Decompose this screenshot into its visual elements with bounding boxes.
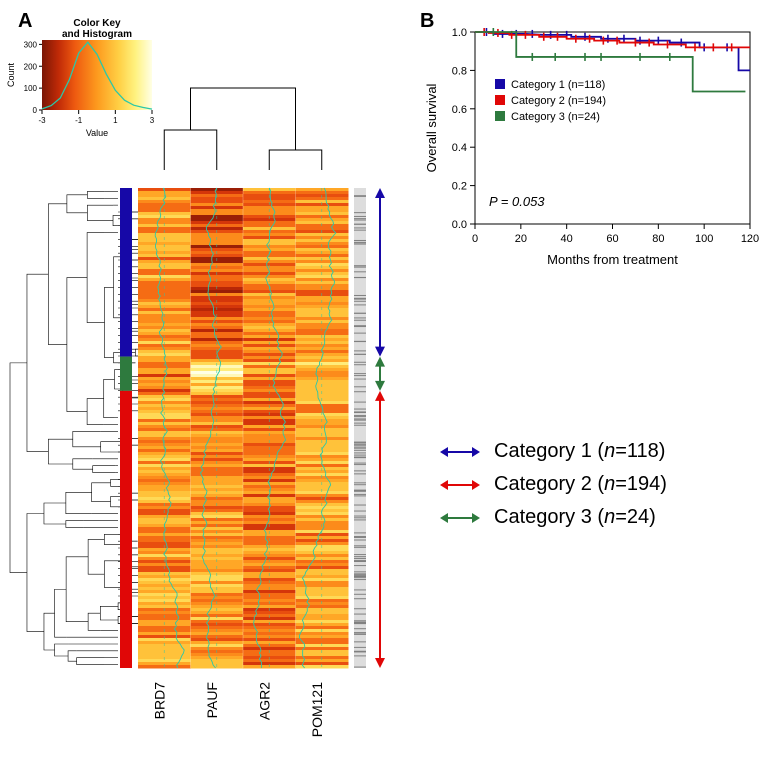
km-plot: 0 20 40 60 80 100 120 0.0 0.2 0.4 0.6 0.8 1.0 Months … bbox=[420, 20, 760, 270]
svg-text:120: 120 bbox=[741, 233, 759, 245]
svg-text:80: 80 bbox=[652, 233, 664, 245]
svg-text:300: 300 bbox=[24, 40, 38, 49]
panel-a: Color Keyand Histogram -3 -1 1 3 Value 0 100 200… bbox=[0, 0, 430, 740]
svg-text:60: 60 bbox=[606, 233, 618, 245]
svg-text:0: 0 bbox=[472, 233, 478, 245]
svg-text:Months from treatment: Months from treatment bbox=[547, 252, 678, 267]
svg-text:P = 0.053: P = 0.053 bbox=[489, 194, 545, 209]
legend-item: Category 3 (n=24) bbox=[440, 506, 667, 529]
svg-text:1.0: 1.0 bbox=[452, 27, 467, 39]
svg-text:0.0: 0.0 bbox=[452, 219, 467, 231]
svg-text:Color Key: Color Key bbox=[73, 18, 121, 29]
svg-text:1: 1 bbox=[113, 116, 118, 125]
svg-text:Value: Value bbox=[86, 128, 108, 138]
svg-text:Category 3 (n=24): Category 3 (n=24) bbox=[511, 111, 600, 123]
svg-text:PAUF: PAUF bbox=[204, 682, 220, 718]
svg-text:0: 0 bbox=[33, 106, 38, 115]
svg-text:-1: -1 bbox=[75, 116, 83, 125]
svg-text:100: 100 bbox=[695, 233, 713, 245]
svg-text:and Histogram: and Histogram bbox=[62, 29, 132, 40]
svg-text:Overall survival: Overall survival bbox=[424, 83, 439, 172]
double-arrow-icon bbox=[440, 476, 480, 494]
svg-text:40: 40 bbox=[561, 233, 573, 245]
svg-text:BRD7: BRD7 bbox=[151, 682, 167, 720]
svg-text:0.6: 0.6 bbox=[452, 104, 467, 116]
legend-label: Category 3 (n=24) bbox=[494, 506, 656, 529]
legend-item: Category 1 (n=118) bbox=[440, 440, 667, 463]
svg-text:Category 1 (n=118): Category 1 (n=118) bbox=[511, 79, 605, 91]
legend-label: Category 1 (n=118) bbox=[494, 440, 665, 463]
svg-text:0.2: 0.2 bbox=[452, 181, 467, 193]
svg-text:AGR2: AGR2 bbox=[256, 682, 272, 720]
svg-text:100: 100 bbox=[24, 84, 38, 93]
svg-text:0.4: 0.4 bbox=[452, 142, 467, 154]
svg-text:3: 3 bbox=[150, 116, 155, 125]
heatmap-category-legend: Category 1 (n=118) Category 2 (n=194) Cate… bbox=[440, 430, 667, 539]
legend-item: Category 2 (n=194) bbox=[440, 473, 667, 496]
double-arrow-icon bbox=[440, 509, 480, 527]
legend-label: Category 2 (n=194) bbox=[494, 473, 667, 496]
svg-text:POM121: POM121 bbox=[309, 682, 325, 737]
svg-text:Category 2 (n=194): Category 2 (n=194) bbox=[511, 95, 606, 107]
svg-text:-3: -3 bbox=[38, 116, 46, 125]
svg-text:20: 20 bbox=[515, 233, 527, 245]
svg-text:0.8: 0.8 bbox=[452, 65, 467, 77]
double-arrow-icon bbox=[440, 443, 480, 461]
svg-text:200: 200 bbox=[24, 62, 38, 71]
svg-text:Count: Count bbox=[6, 63, 16, 88]
